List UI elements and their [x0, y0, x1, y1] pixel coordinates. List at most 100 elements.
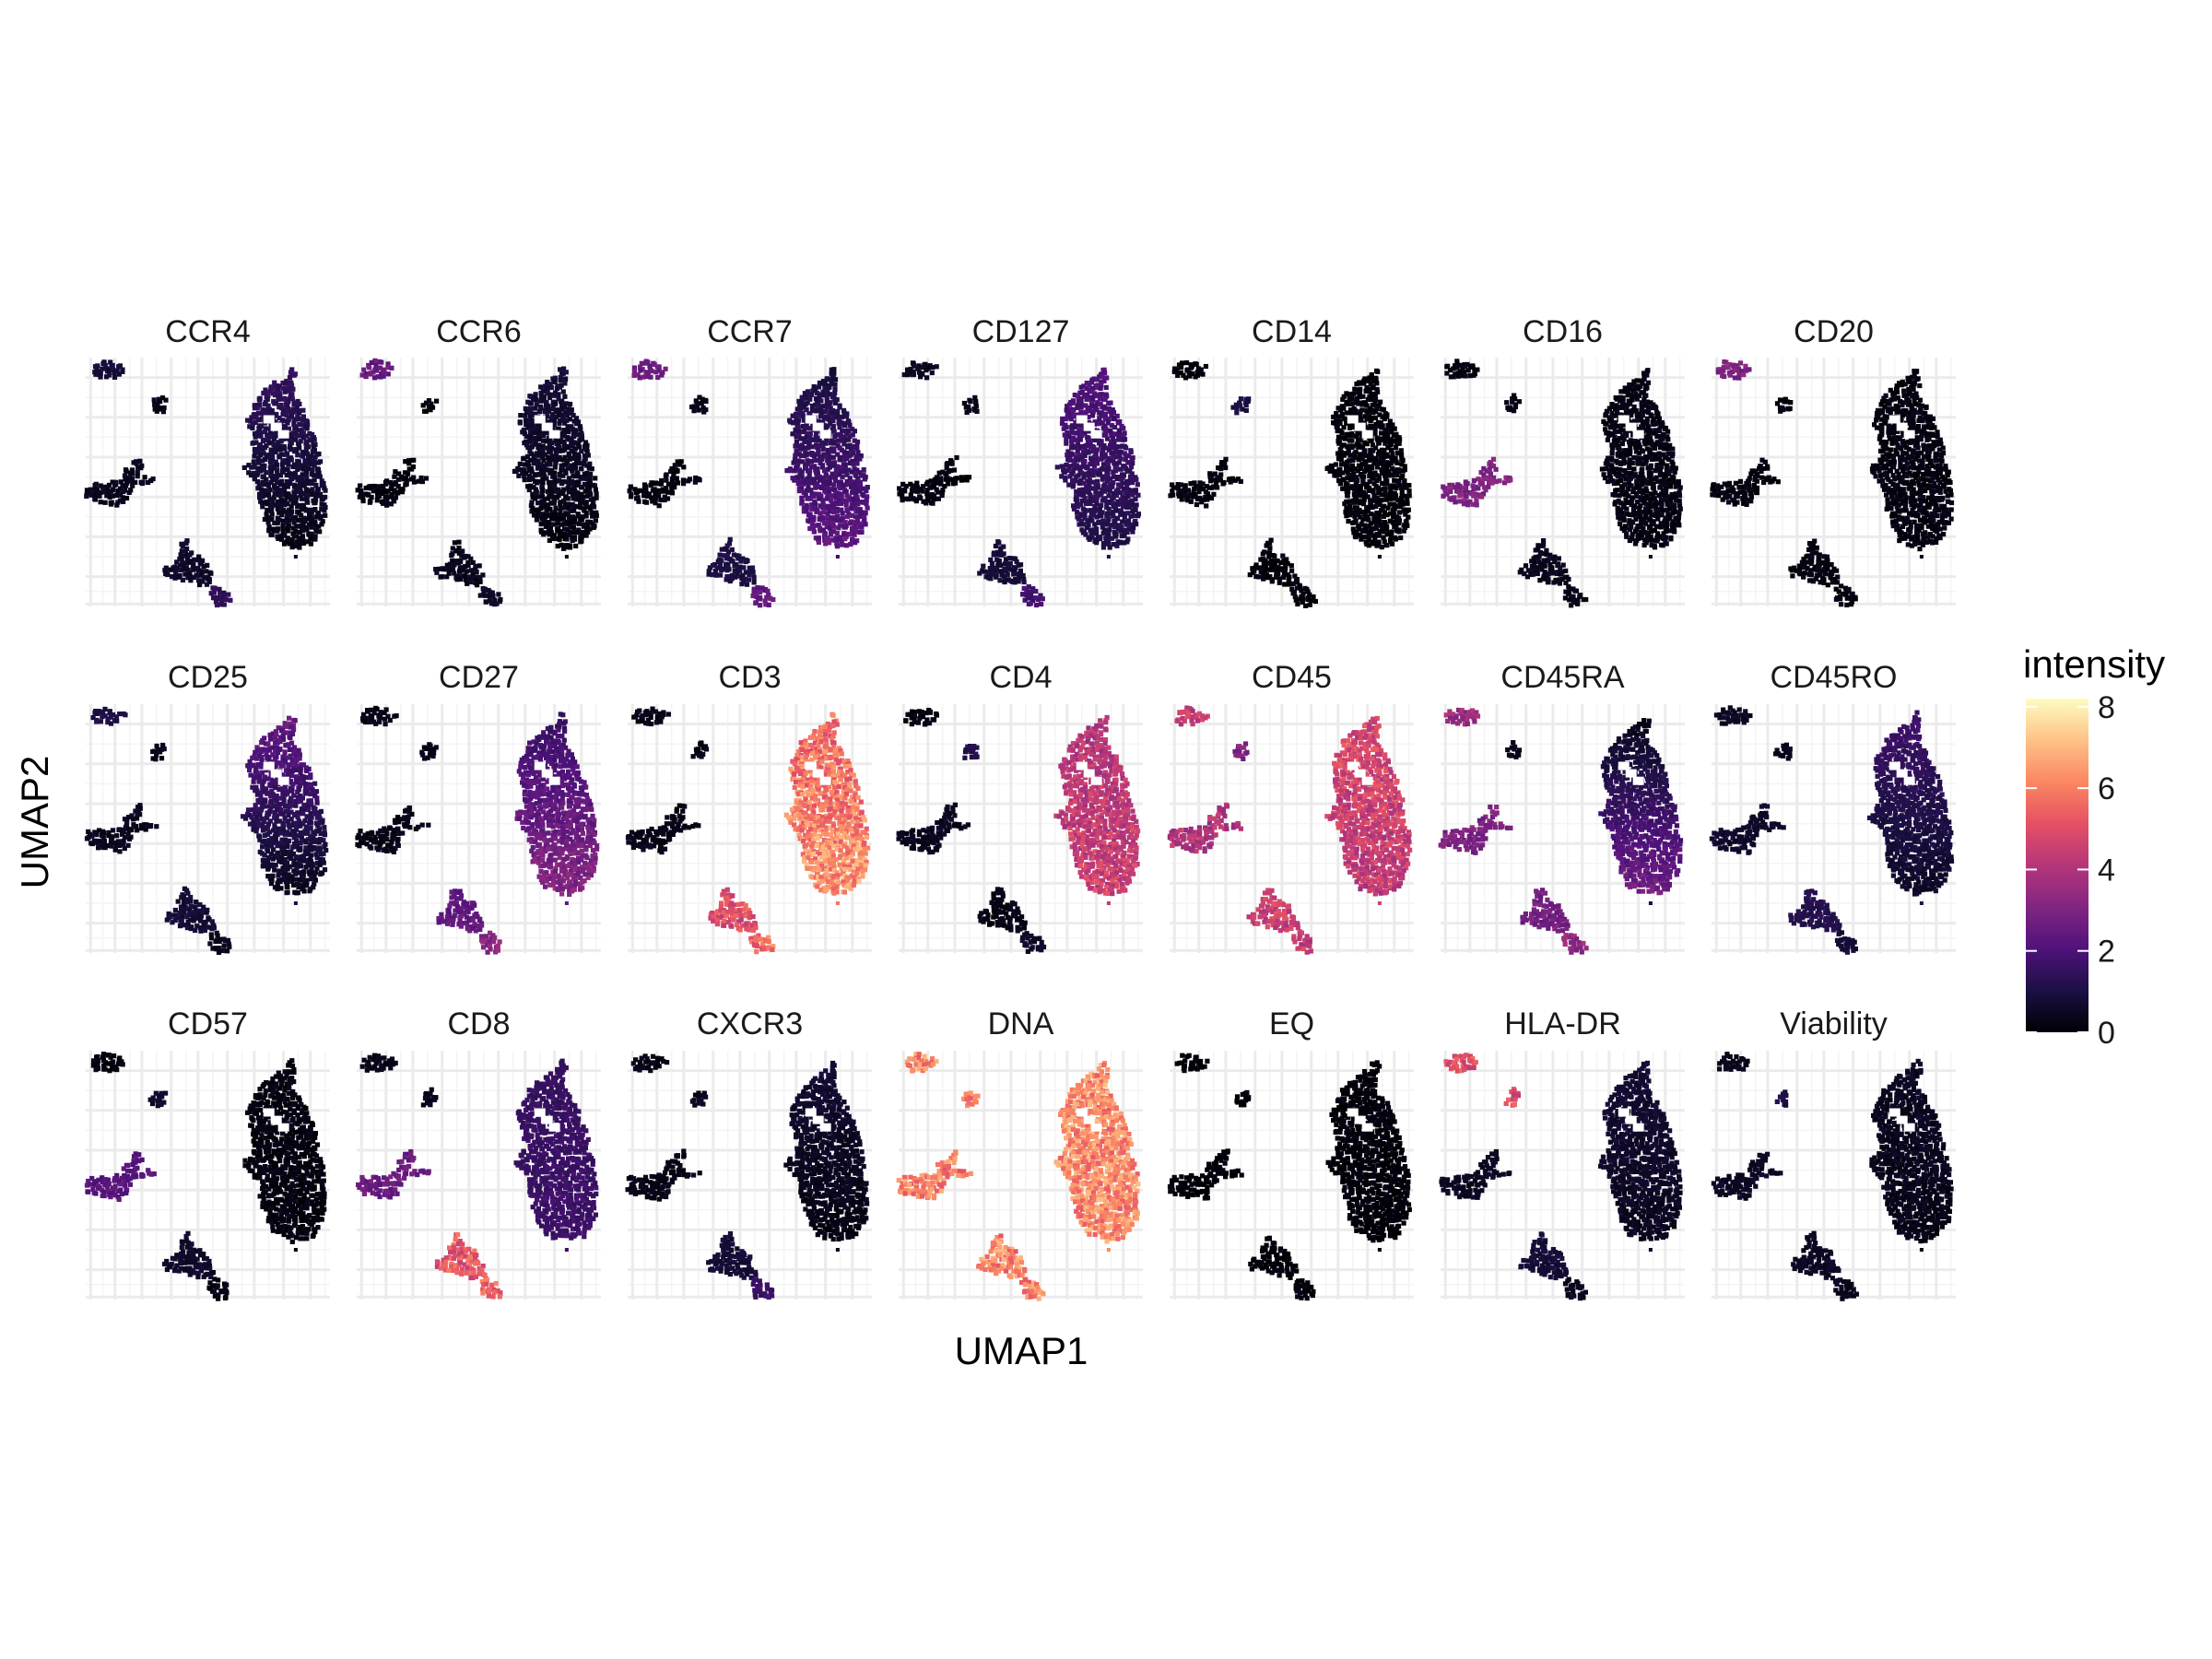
- cell-point: [368, 371, 372, 376]
- cell-point: [1362, 469, 1367, 474]
- cell-point: [155, 409, 159, 414]
- cell-point: [379, 360, 383, 365]
- cell-point: [579, 539, 583, 544]
- cluster-gap: [1362, 430, 1373, 439]
- cell-point: [1122, 540, 1126, 545]
- cell-point: [844, 489, 849, 494]
- cell-point: [1370, 465, 1374, 470]
- cell-point: [1108, 545, 1112, 549]
- facet-panel-ccr7: CCR7: [628, 314, 873, 607]
- cell-point: [1633, 445, 1638, 450]
- cell-point: [1678, 485, 1683, 489]
- cell-point: [549, 385, 554, 390]
- cell-point: [541, 448, 546, 453]
- cell-point: [846, 429, 851, 433]
- cell-point: [1125, 481, 1130, 486]
- cluster-gap: [1347, 416, 1359, 424]
- cell-point: [914, 499, 919, 503]
- cell-point: [94, 482, 99, 487]
- cell-point: [440, 574, 444, 579]
- cell-point: [208, 571, 213, 576]
- cell-point: [1660, 508, 1665, 512]
- cell-point: [1397, 441, 1402, 446]
- cell-point: [1635, 378, 1640, 382]
- cell-point: [323, 513, 327, 518]
- cell-point: [527, 488, 532, 492]
- cell-point: [828, 504, 832, 509]
- cell-point: [384, 503, 389, 508]
- cell-point: [659, 372, 664, 377]
- cell-point: [1386, 506, 1391, 511]
- cell-point: [992, 552, 996, 557]
- cell-point: [1628, 477, 1632, 481]
- cell-point: [827, 385, 831, 390]
- cell-point: [1667, 507, 1672, 512]
- cell-point: [1303, 604, 1308, 608]
- cell-point: [638, 368, 642, 372]
- cell-point: [1101, 545, 1106, 549]
- cell-point: [681, 481, 686, 486]
- cell-point: [192, 568, 196, 572]
- cell-point: [1064, 441, 1068, 446]
- cell-point: [453, 540, 457, 545]
- cell-point: [1204, 503, 1208, 508]
- cell-point: [728, 537, 733, 542]
- cell-point: [1101, 496, 1106, 500]
- cell-point: [1113, 468, 1118, 473]
- cell-point: [840, 543, 844, 547]
- cell-point: [767, 603, 771, 607]
- cell-point: [969, 399, 973, 404]
- cell-point: [703, 407, 708, 412]
- cell-point: [546, 409, 550, 414]
- cell-point: [820, 498, 825, 502]
- cell-point: [1135, 513, 1140, 518]
- cell-point: [518, 420, 523, 425]
- cell-point: [1103, 412, 1108, 417]
- cell-point: [580, 517, 584, 522]
- cell-point: [361, 499, 366, 503]
- cell-point: [112, 375, 117, 380]
- cell-point: [1635, 396, 1640, 401]
- cell-point: [307, 532, 312, 536]
- cell-point: [587, 462, 592, 466]
- cell-point: [1124, 445, 1128, 450]
- cell-point: [1111, 480, 1115, 485]
- cell-point: [1240, 406, 1244, 411]
- cell-point: [864, 511, 868, 515]
- cell-point: [670, 490, 675, 495]
- cell-point: [857, 456, 862, 461]
- cell-point: [1006, 572, 1010, 577]
- cell-point: [1223, 457, 1228, 462]
- cell-point: [538, 512, 543, 517]
- cell-point: [297, 410, 301, 415]
- cell-point: [1112, 425, 1117, 429]
- cell-point: [1652, 486, 1656, 490]
- cell-point: [1341, 406, 1346, 411]
- cell-point: [1117, 437, 1122, 441]
- cluster-left-mid: [421, 398, 440, 414]
- cell-point: [594, 488, 598, 492]
- cell-point: [1119, 467, 1124, 472]
- cell-point: [1653, 406, 1658, 410]
- cell-point: [109, 502, 113, 507]
- cell-point: [316, 524, 321, 529]
- cell-point: [310, 481, 314, 486]
- cell-point: [1117, 444, 1122, 449]
- cell-point: [844, 456, 849, 461]
- cell-point: [1346, 493, 1350, 498]
- cell-point: [1011, 571, 1016, 576]
- cell-point: [728, 579, 733, 583]
- cell-point: [1401, 468, 1406, 473]
- cell-point: [807, 480, 812, 485]
- cell-point: [1356, 445, 1360, 450]
- cell-point: [1383, 498, 1388, 502]
- cell-point: [290, 465, 295, 469]
- cell-point: [1016, 563, 1020, 568]
- cell-point: [585, 449, 590, 453]
- cell-point: [541, 470, 546, 475]
- cell-point: [298, 481, 302, 486]
- cell-point: [1079, 399, 1084, 404]
- cell-point: [250, 426, 254, 430]
- cell-point: [1632, 455, 1637, 460]
- cell-point: [810, 444, 815, 449]
